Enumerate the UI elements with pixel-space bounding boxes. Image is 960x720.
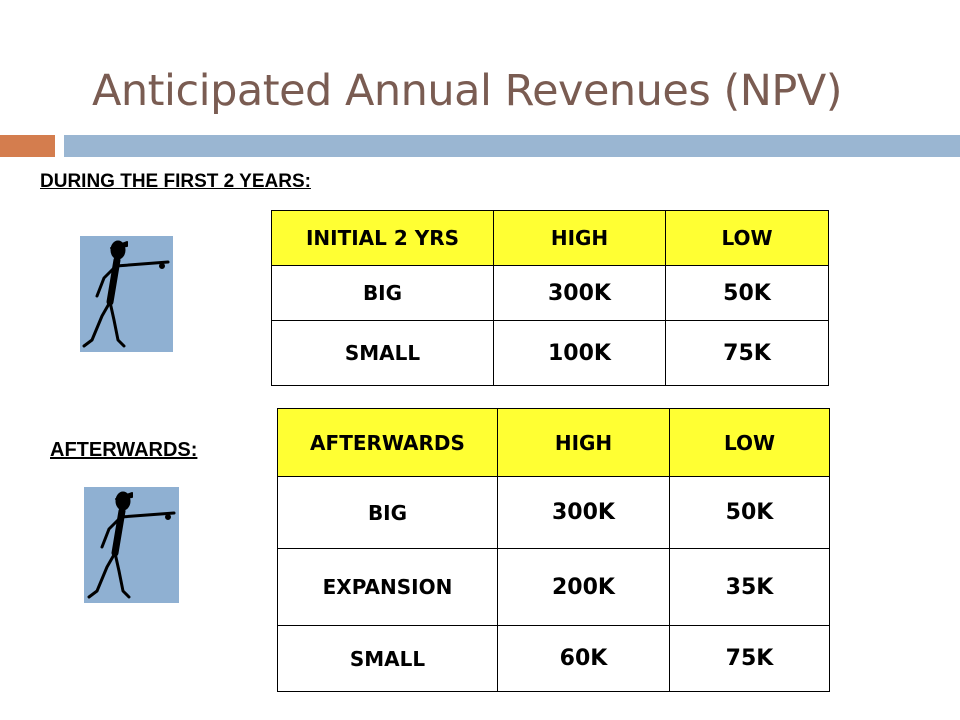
first-years-heading: DURING THE FIRST 2 YEARS: (40, 171, 311, 192)
table-header-cell: AFTERWARDS (277, 408, 498, 477)
table-cell: 200K (497, 548, 670, 626)
table-header-row: AFTERWARDS HIGH LOW (277, 408, 830, 477)
afterwards-label: AFTERWARDS: (50, 439, 198, 461)
table-cell: EXPANSION (277, 548, 498, 626)
table-header-cell: HIGH (493, 210, 666, 266)
table-cell: 50K (665, 265, 829, 321)
table-row: EXPANSION 200K 35K (277, 548, 830, 626)
table-row: SMALL 100K 75K (271, 320, 829, 386)
afterwards-revenue-table: AFTERWARDS HIGH LOW BIG 300K 50K EXPANSI… (277, 408, 830, 692)
table-header-cell: LOW (669, 408, 830, 477)
pointing-stick-figure-icon (80, 236, 173, 352)
title-divider-bar (64, 135, 960, 157)
table-cell: 100K (493, 320, 666, 386)
table-cell: 60K (497, 625, 670, 692)
table-header-row: INITIAL 2 YRS HIGH LOW (271, 210, 829, 266)
title-accent-bar (0, 135, 55, 157)
table-cell: SMALL (271, 320, 494, 386)
pointing-stick-figure-icon (84, 487, 179, 603)
table-cell: BIG (271, 265, 494, 321)
table-cell: 300K (497, 476, 670, 549)
slide-title: Anticipated Annual Revenues (NPV) (92, 66, 843, 116)
table-cell: SMALL (277, 625, 498, 692)
table-header-cell: INITIAL 2 YRS (271, 210, 494, 266)
table-cell: 75K (665, 320, 829, 386)
table-row: BIG 300K 50K (277, 476, 830, 549)
table-header-cell: LOW (665, 210, 829, 266)
table-cell: 35K (669, 548, 830, 626)
table-row: BIG 300K 50K (271, 265, 829, 321)
initial-revenue-table: INITIAL 2 YRS HIGH LOW BIG 300K 50K SMAL… (271, 210, 829, 386)
table-cell: 300K (493, 265, 666, 321)
table-header-cell: HIGH (497, 408, 670, 477)
table-cell: 75K (669, 625, 830, 692)
table-cell: BIG (277, 476, 498, 549)
table-row: SMALL 60K 75K (277, 625, 830, 692)
table-cell: 50K (669, 476, 830, 549)
